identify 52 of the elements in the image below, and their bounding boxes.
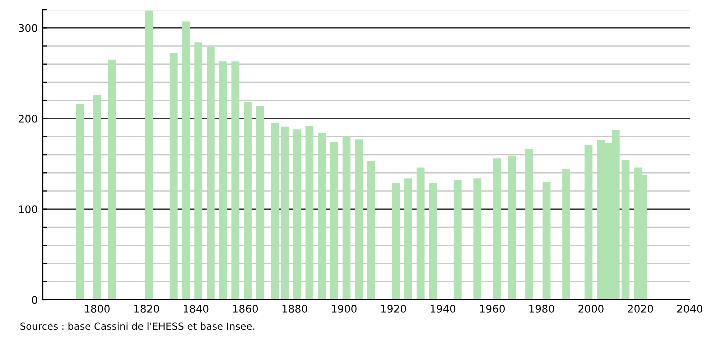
x-tick-label: 1980	[530, 305, 554, 313]
x-tick-label: 2040	[678, 305, 703, 313]
bar	[318, 133, 326, 300]
x-tick-label: 1880	[282, 305, 308, 313]
y-tick-label: 100	[19, 206, 38, 214]
bar	[232, 62, 240, 300]
bar	[584, 145, 593, 300]
bar	[244, 102, 252, 300]
bar	[93, 95, 102, 300]
x-tick-label: 1800	[85, 305, 110, 313]
x-tick-label: 2020	[628, 305, 654, 313]
bar	[293, 130, 302, 300]
y-tick-label: 0	[32, 296, 38, 304]
bar	[392, 183, 400, 300]
source-note: Sources : base Cassini de l'EHESS et base Insee.	[20, 322, 255, 330]
bar	[271, 123, 280, 300]
bar	[416, 168, 425, 300]
x-tick-label: 1920	[382, 305, 406, 313]
bar	[493, 158, 502, 300]
bar	[219, 62, 228, 300]
bar	[170, 54, 178, 300]
bar	[145, 10, 154, 300]
x-tick-label: 2000	[578, 305, 604, 313]
x-tick-label: 1900	[332, 305, 357, 313]
bar	[306, 126, 314, 300]
bar	[182, 22, 190, 300]
bar	[330, 142, 338, 300]
bar	[474, 178, 482, 300]
bar	[76, 104, 84, 300]
y-tick-label: 200	[19, 114, 38, 123]
x-tick-label: 1860	[233, 305, 258, 313]
bar	[622, 160, 630, 300]
bar	[542, 182, 551, 300]
bar	[256, 106, 264, 300]
bar	[404, 178, 412, 300]
bar	[355, 140, 364, 300]
bar	[206, 47, 215, 300]
x-tick-label: 1840	[184, 305, 209, 313]
y-tick-label: 300	[19, 24, 38, 32]
x-tick-label: 1940	[430, 305, 456, 313]
bar	[429, 183, 438, 300]
bar	[454, 180, 462, 300]
x-tick-label: 1960	[480, 305, 506, 313]
bar	[562, 170, 570, 300]
bar	[367, 161, 376, 300]
bar	[526, 150, 534, 300]
bar	[342, 136, 351, 300]
x-tick-label: 1820	[134, 305, 160, 313]
bar	[194, 42, 203, 300]
bar	[508, 156, 516, 300]
bar	[108, 60, 116, 300]
bar	[281, 126, 289, 300]
